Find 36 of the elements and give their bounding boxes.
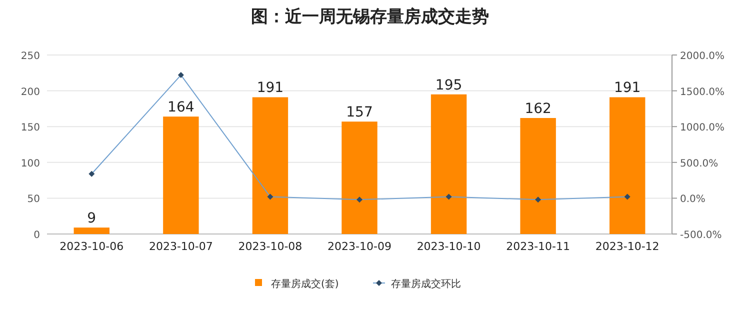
y-tick-label: 150	[20, 122, 40, 134]
y2-tick-label: 2000.0%	[680, 51, 724, 62]
y2-tick-label: -500.0%	[680, 230, 722, 241]
y2-tick-label: 1000.0%	[680, 122, 724, 134]
data-label: 9	[87, 210, 96, 227]
x-tick-label: 2023-10-09	[328, 240, 392, 253]
data-label: 195	[435, 77, 462, 94]
bar	[163, 116, 199, 234]
y2-tick-label: 1500.0%	[680, 86, 724, 98]
data-label: 164	[168, 100, 194, 116]
y-tick-label: 0	[34, 230, 40, 241]
data-label: 162	[524, 101, 552, 118]
y-tick-label: 250	[20, 51, 40, 62]
bar	[520, 118, 556, 234]
x-tick-label: 2023-10-11	[506, 240, 570, 253]
x-tick-label: 2023-10-06	[60, 240, 124, 253]
chart-title: 图：近一周无锡存量房成交走势	[251, 7, 489, 27]
data-label: 157	[346, 104, 373, 121]
y-tick-label: 50	[27, 194, 40, 206]
x-tick-label: 2023-10-08	[238, 240, 302, 253]
legend-label: 存量房成交环比	[391, 278, 461, 290]
bar	[74, 228, 110, 234]
data-label: 191	[614, 80, 641, 96]
y2-tick-label: 0.0%	[680, 194, 706, 206]
legend-label: 存量房成交(套)	[271, 278, 339, 290]
x-tick-label: 2023-10-12	[595, 240, 660, 253]
bar	[252, 97, 288, 234]
bar	[610, 97, 646, 234]
x-tick-label: 2023-10-10	[416, 240, 481, 253]
y-tick-label: 100	[20, 158, 40, 170]
bar	[430, 94, 467, 234]
y-tick-label: 200	[20, 86, 40, 98]
bar	[342, 122, 378, 234]
x-tick-label: 2023-10-07	[148, 240, 213, 253]
y2-tick-label: 500.0%	[680, 158, 718, 170]
data-label: 191	[256, 80, 284, 96]
